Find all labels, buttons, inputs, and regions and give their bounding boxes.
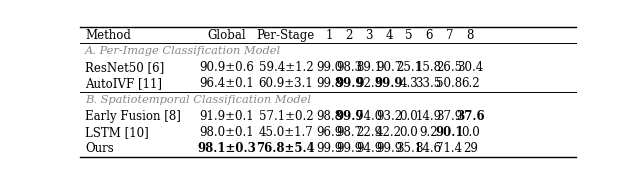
Text: 96.9: 96.9 <box>316 126 342 139</box>
Text: 98.7: 98.7 <box>336 126 362 139</box>
Text: 6.2: 6.2 <box>461 77 479 90</box>
Text: 42.2: 42.2 <box>376 126 402 139</box>
Text: 71.4: 71.4 <box>436 142 463 155</box>
Text: 4: 4 <box>385 29 393 42</box>
Text: Method: Method <box>85 29 131 42</box>
Text: 98.1±0.3: 98.1±0.3 <box>197 142 256 155</box>
Text: 99.8: 99.8 <box>316 77 342 90</box>
Text: 6: 6 <box>425 29 433 42</box>
Text: 37.9: 37.9 <box>436 110 463 123</box>
Text: ResNet50 [6]: ResNet50 [6] <box>85 61 164 74</box>
Text: 4.3: 4.3 <box>399 77 418 90</box>
Text: 99.9: 99.9 <box>376 142 402 155</box>
Text: AutoIVF [11]: AutoIVF [11] <box>85 77 162 90</box>
Text: 99.9: 99.9 <box>316 142 342 155</box>
Text: 74.0: 74.0 <box>356 110 382 123</box>
Text: 30.4: 30.4 <box>457 61 483 74</box>
Text: 8: 8 <box>467 29 474 42</box>
Text: 50.8: 50.8 <box>436 77 463 90</box>
Text: 98.3: 98.3 <box>336 61 362 74</box>
Text: 7: 7 <box>446 29 453 42</box>
Text: 99.9: 99.9 <box>335 77 364 90</box>
Text: LSTM [10]: LSTM [10] <box>85 126 148 139</box>
Text: 3: 3 <box>365 29 373 42</box>
Text: 92.3: 92.3 <box>356 77 382 90</box>
Text: Early Fusion [8]: Early Fusion [8] <box>85 110 181 123</box>
Text: Ours: Ours <box>85 142 114 155</box>
Text: 26.5: 26.5 <box>436 61 463 74</box>
Text: 33.5: 33.5 <box>415 77 442 90</box>
Text: 9.2: 9.2 <box>419 126 438 139</box>
Text: 90.1: 90.1 <box>435 126 464 139</box>
Text: 14.9: 14.9 <box>415 110 442 123</box>
Text: 5: 5 <box>405 29 413 42</box>
Text: 98.8: 98.8 <box>316 110 342 123</box>
Text: 99.9: 99.9 <box>336 142 362 155</box>
Text: 90.7: 90.7 <box>376 61 402 74</box>
Text: 76.8±5.4: 76.8±5.4 <box>257 142 316 155</box>
Text: 57.1±0.2: 57.1±0.2 <box>259 110 313 123</box>
Text: 0.0: 0.0 <box>461 126 480 139</box>
Text: 96.4±0.1: 96.4±0.1 <box>199 77 253 90</box>
Text: 0.0: 0.0 <box>399 110 418 123</box>
Text: B. Spatiotemporal Classification Model: B. Spatiotemporal Classification Model <box>85 95 311 105</box>
Text: 2: 2 <box>346 29 353 42</box>
Text: 29: 29 <box>463 142 478 155</box>
Text: 1: 1 <box>325 29 333 42</box>
Text: 60.9±3.1: 60.9±3.1 <box>259 77 313 90</box>
Text: 99.9: 99.9 <box>335 110 364 123</box>
Text: Global: Global <box>207 29 246 42</box>
Text: 99.0: 99.0 <box>316 61 342 74</box>
Text: 35.1: 35.1 <box>396 142 422 155</box>
Text: 91.9±0.1: 91.9±0.1 <box>199 110 253 123</box>
Text: 94.9: 94.9 <box>356 142 382 155</box>
Text: 93.2: 93.2 <box>376 110 402 123</box>
Text: 99.9: 99.9 <box>375 77 403 90</box>
Text: 59.4±1.2: 59.4±1.2 <box>259 61 313 74</box>
Text: 15.8: 15.8 <box>416 61 442 74</box>
Text: 0.0: 0.0 <box>399 126 418 139</box>
Text: 25.1: 25.1 <box>396 61 422 74</box>
Text: 84.6: 84.6 <box>415 142 442 155</box>
Text: Per-Stage: Per-Stage <box>257 29 315 42</box>
Text: 37.6: 37.6 <box>456 110 484 123</box>
Text: 45.0±1.7: 45.0±1.7 <box>259 126 313 139</box>
Text: 89.1: 89.1 <box>356 61 382 74</box>
Text: A. Per-Image Classification Model: A. Per-Image Classification Model <box>85 46 281 56</box>
Text: 22.9: 22.9 <box>356 126 382 139</box>
Text: 98.0±0.1: 98.0±0.1 <box>199 126 253 139</box>
Text: 90.9±0.6: 90.9±0.6 <box>199 61 253 74</box>
